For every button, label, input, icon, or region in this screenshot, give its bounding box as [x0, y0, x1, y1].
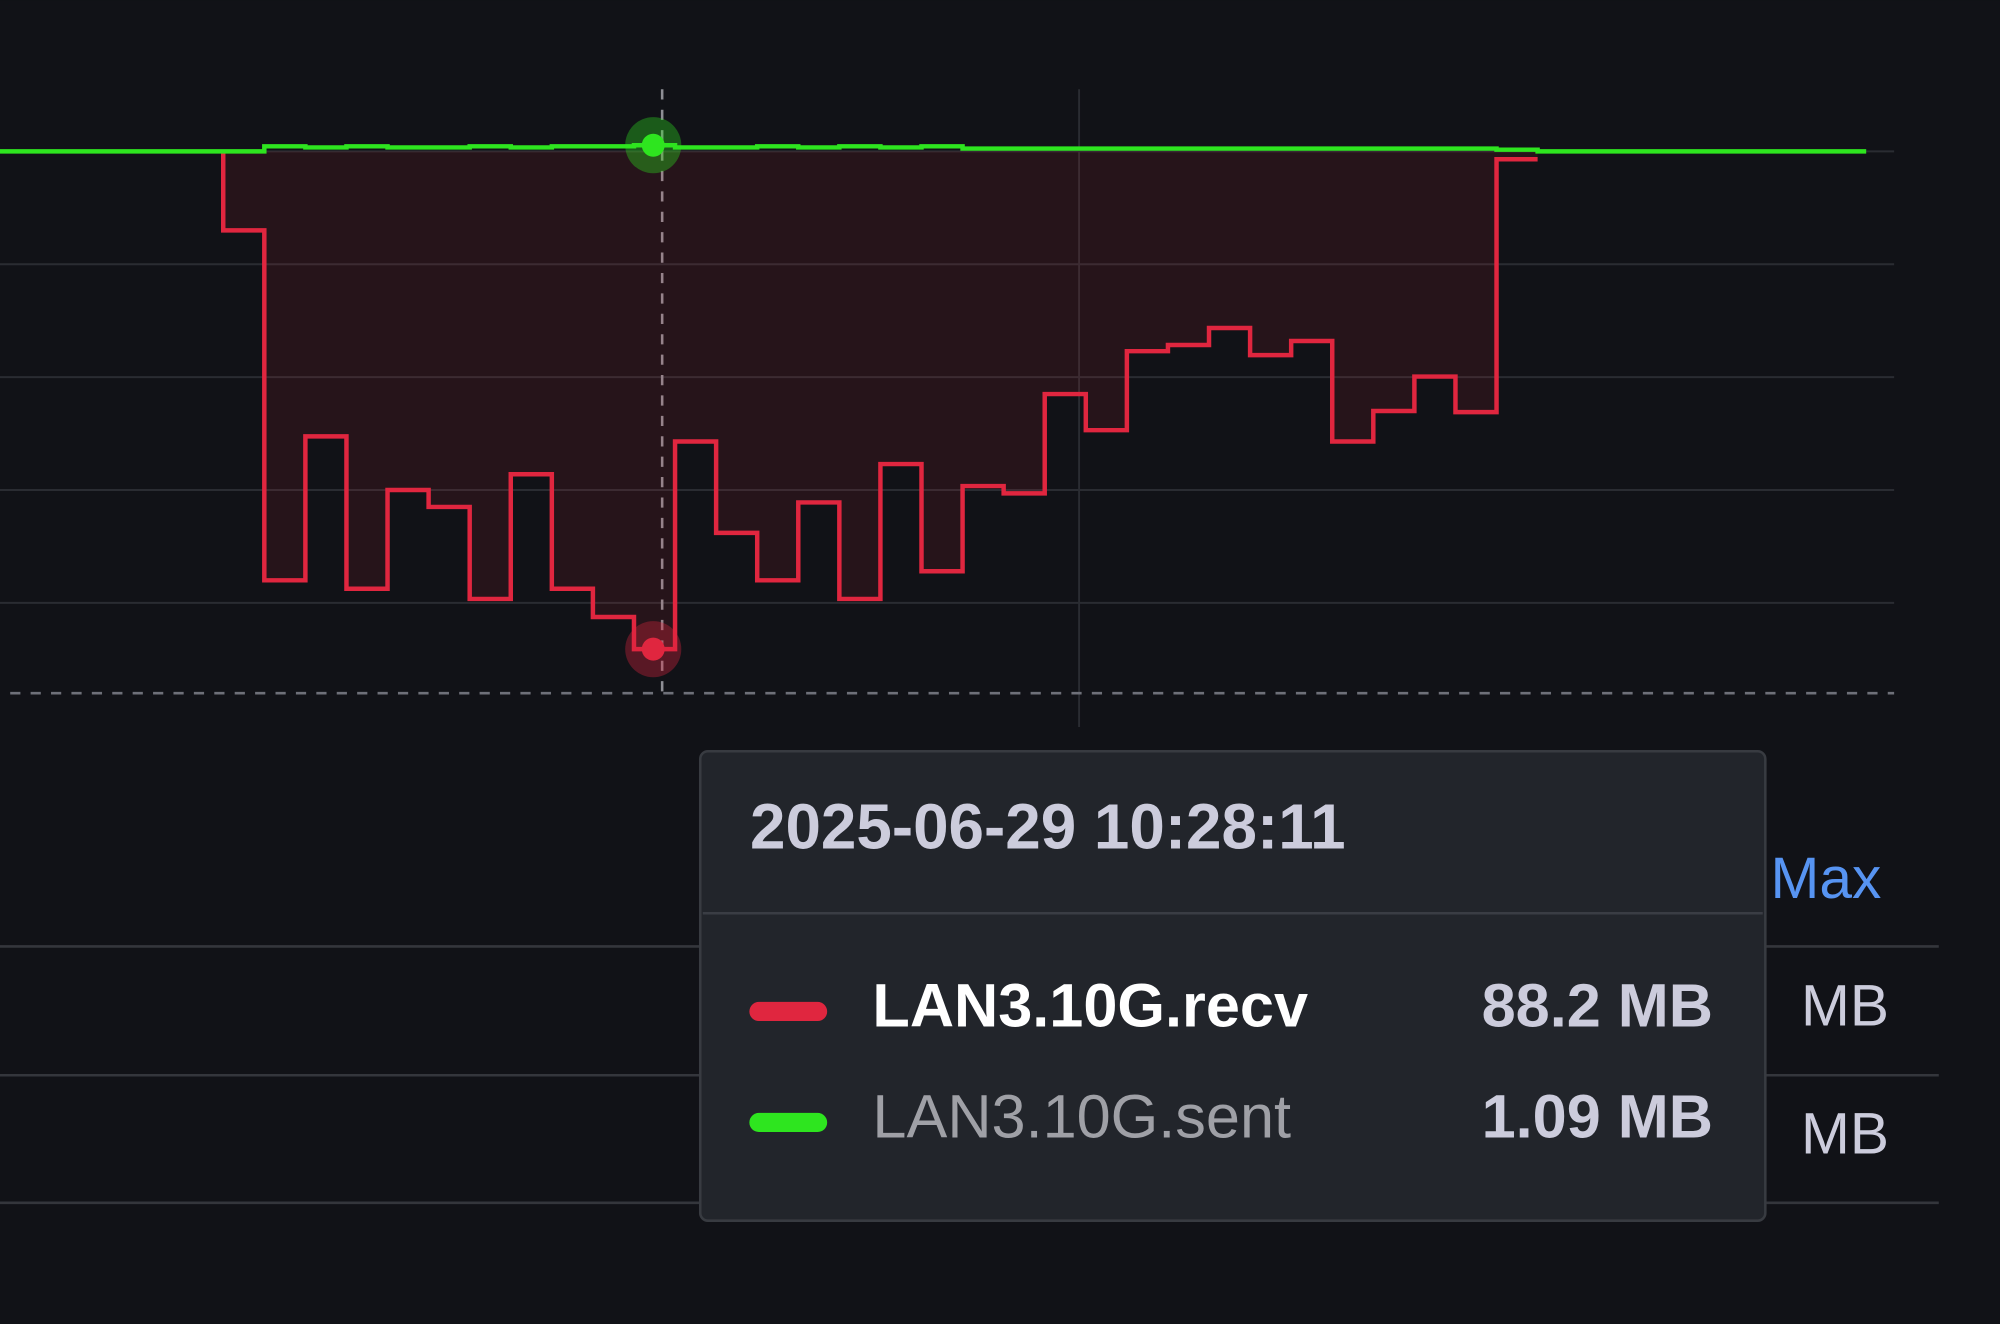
tooltip-value: 88.2 MB	[1482, 971, 1713, 1039]
plot-area	[0, 89, 1895, 728]
tooltip: 2025-06-29 10:28:11 LAN3.10G.recv 88.2 M…	[698, 750, 1767, 1222]
series-line	[221, 151, 1538, 652]
tooltip-series-name: LAN3.10G.sent	[872, 1082, 1291, 1150]
hover-point	[641, 637, 665, 661]
hover-point	[641, 133, 665, 157]
legend-header: Max	[1771, 846, 1882, 911]
tooltip-box	[698, 750, 1767, 1222]
series-line	[0, 142, 1867, 154]
tooltip-value: 1.09 MB	[1482, 1082, 1713, 1150]
tooltip-series-name: LAN3.10G.recv	[872, 971, 1308, 1039]
legend-cell: MB	[1801, 1101, 1889, 1166]
tooltip-time: 2025-06-29 10:28:11	[750, 790, 1346, 862]
legend-cell: MB	[1801, 974, 1889, 1039]
